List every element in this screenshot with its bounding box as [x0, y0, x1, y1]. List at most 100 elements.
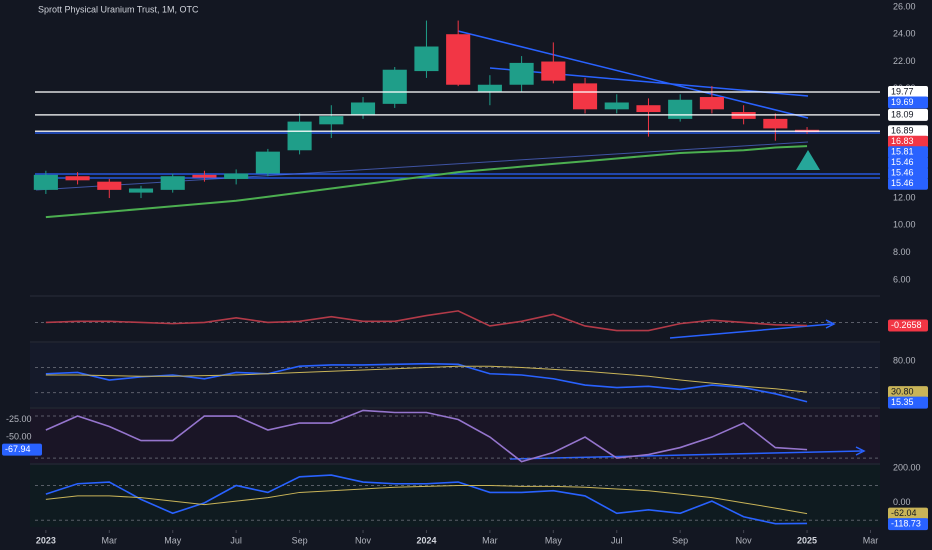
x-tick-label: Mar: [102, 535, 118, 545]
candle-body: [636, 105, 661, 113]
candle-body: [192, 174, 217, 178]
price-label: 15.81: [888, 146, 928, 159]
price-label-text: -62.04: [891, 508, 917, 518]
price-label-bg: [888, 108, 928, 121]
y-tick-label: 22.00: [893, 56, 916, 66]
price-label-bg: [888, 85, 928, 98]
candle-body: [33, 174, 58, 190]
price-label-text: 30.80: [891, 386, 914, 396]
indicator-line: [45, 310, 808, 332]
x-tick-label: Jul: [611, 535, 623, 545]
candle-body: [668, 99, 693, 119]
panel-background: [30, 343, 880, 407]
price-label-bg: [2, 443, 42, 456]
price-label-text: -118.73: [891, 519, 921, 529]
candle-body: [287, 121, 312, 151]
price-label-bg: [888, 146, 928, 159]
price-label-bg: [888, 96, 928, 109]
price-label-bg: [888, 167, 928, 180]
x-tick-label: Nov: [736, 535, 753, 545]
price-label-text: 15.35: [891, 397, 914, 407]
candle-body: [509, 62, 534, 85]
x-tick-label: 2025: [797, 535, 817, 545]
price-label-text: 15.81: [891, 147, 914, 157]
candle-body: [604, 102, 629, 110]
price-label-text: 16.83: [891, 136, 914, 146]
x-tick-label: Mar: [482, 535, 498, 545]
y-tick-label: -50.00: [6, 431, 32, 441]
y-tick-label: 12.00: [893, 192, 916, 202]
candle-body: [477, 84, 502, 92]
chart-title: Sprott Physical Uranium Trust, 1M, OTC: [38, 4, 199, 14]
y-tick-label: 0.00: [893, 497, 911, 507]
price-label-text: -0.2658: [891, 320, 922, 330]
candle-body: [65, 176, 90, 181]
indicator-line: [45, 365, 808, 393]
x-tick-label: Sep: [672, 535, 688, 545]
price-label-text: 19.69: [891, 97, 914, 107]
price-label: 19.77: [888, 85, 928, 98]
price-label-bg: [888, 507, 928, 520]
x-tick-label: Mar: [863, 535, 879, 545]
y-tick-label: 24.00: [893, 29, 916, 39]
y-tick-label: 26.00: [893, 1, 916, 11]
price-label: 15.46: [888, 156, 928, 169]
x-tick-label: 2024: [416, 535, 436, 545]
price-label: 16.89: [888, 125, 928, 138]
price-label: 19.69: [888, 96, 928, 109]
signal-marker: [796, 150, 820, 170]
candle-body: [382, 69, 407, 104]
panel-background: [30, 409, 880, 463]
candle-body: [572, 83, 598, 110]
x-tick-label: Jul: [230, 535, 242, 545]
candle-body: [414, 46, 439, 72]
price-label: 15.35: [888, 396, 928, 409]
price-label: -62.04: [888, 507, 928, 520]
price-label: 30.80: [888, 386, 928, 399]
x-tick-label: Nov: [355, 535, 372, 545]
trend-line: [457, 30, 809, 119]
arrow-head: [825, 319, 836, 329]
candle-body: [541, 61, 566, 81]
price-label-bg: [888, 386, 928, 399]
price-label: -67.94: [2, 443, 42, 456]
y-tick-label: 80.00: [893, 356, 916, 366]
price-label-text: 15.46: [891, 157, 914, 167]
candle-body: [319, 116, 344, 125]
candle-body: [224, 173, 249, 179]
moving-average: [45, 145, 808, 219]
divergence-arrow: [669, 323, 833, 339]
price-label-text: 16.89: [891, 126, 914, 136]
x-tick-label: May: [545, 535, 563, 545]
price-label-bg: [888, 156, 928, 169]
price-label: 18.09: [888, 108, 928, 121]
price-label-text: 15.46: [891, 168, 914, 178]
candle-body: [160, 176, 185, 190]
x-tick-label: 2023: [36, 535, 56, 545]
price-label-bg: [888, 319, 928, 332]
y-tick-label: 8.00: [893, 247, 911, 257]
panel-background: [30, 297, 880, 341]
indicator-line: [45, 409, 808, 463]
divergence-arrow: [509, 450, 863, 460]
x-tick-label: May: [164, 535, 182, 545]
candle-body: [97, 181, 122, 190]
price-label-bg: [888, 125, 928, 138]
candle-body: [350, 102, 376, 115]
panel-background: [30, 465, 880, 527]
price-label-bg: [888, 135, 928, 148]
candle-body: [255, 151, 280, 174]
x-tick-label: Sep: [292, 535, 308, 545]
y-tick-label: -25.00: [6, 414, 32, 424]
price-label-text: 18.09: [891, 109, 914, 119]
indicator-line: [45, 474, 808, 525]
y-tick-label: 6.00: [893, 274, 911, 284]
price-label: 16.83: [888, 135, 928, 148]
price-label-text: 19.77: [891, 86, 914, 96]
candle-body: [128, 188, 154, 193]
price-label: -0.2658: [888, 319, 928, 332]
price-label: 15.46: [888, 177, 928, 190]
y-tick-label: 10.00: [893, 220, 916, 230]
candle-body: [699, 97, 724, 110]
